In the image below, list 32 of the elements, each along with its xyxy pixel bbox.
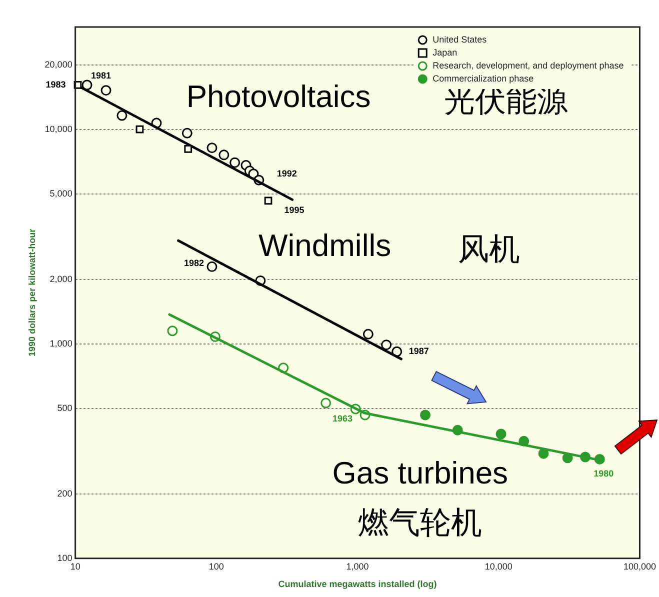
- annotation: Photovoltaics: [186, 78, 371, 114]
- annotation: 1992: [276, 168, 297, 179]
- legend-label: Japan: [432, 47, 458, 58]
- annotation: 风机: [458, 231, 520, 266]
- y-tick-label: 5,000: [50, 188, 72, 198]
- y-tick-label: 500: [57, 402, 72, 413]
- annotation: 1983: [46, 79, 66, 90]
- x-tick-label: 10,000: [484, 561, 512, 572]
- y-tick-label: 100: [57, 552, 72, 563]
- y-tick-label: 10,000: [44, 124, 72, 134]
- annotation: 1995: [284, 205, 304, 216]
- annotation: 1982: [184, 258, 204, 268]
- x-tick-label: 100,000: [623, 561, 656, 572]
- annotation: 1980: [594, 468, 614, 479]
- annotation: 1987: [408, 346, 429, 356]
- y-tick-label: 200: [57, 488, 72, 498]
- x-tick-label: 10: [70, 561, 80, 572]
- annotation: 1963: [332, 414, 353, 424]
- y-tick-label: 2,000: [50, 274, 72, 284]
- y-axis-title: 1990 dollars per kilowatt-hour: [26, 228, 37, 356]
- y-tick-label: 20,000: [44, 59, 72, 70]
- x-tick-label: 1,000: [346, 561, 369, 572]
- x-tick-label: 100: [208, 561, 224, 572]
- annotation: 1981: [90, 70, 112, 80]
- legend-label: Research, development, and deployment phase: [432, 60, 624, 70]
- x-axis-title: Cumulative megawatts installed (log): [278, 579, 437, 590]
- annotation: 燃气轮机: [358, 504, 482, 540]
- legend-label: Commercialization phase: [432, 73, 534, 84]
- legend-label: United States: [432, 34, 488, 44]
- y-tick-label: 1,000: [50, 338, 72, 348]
- annotation: Windmills: [258, 228, 392, 264]
- annotation: Gas turbines: [332, 456, 508, 491]
